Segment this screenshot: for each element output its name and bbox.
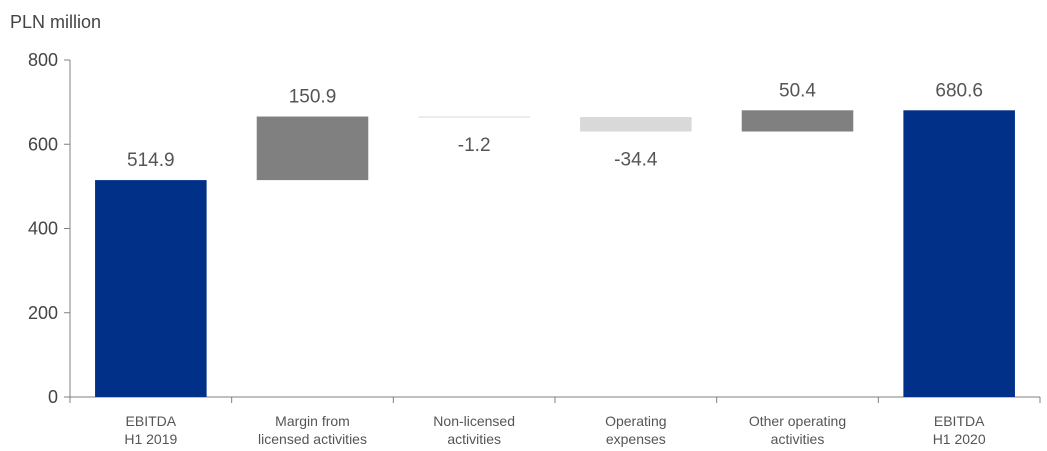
y-axis-unit-label: PLN million <box>10 12 102 32</box>
bar <box>903 110 1015 398</box>
x-tick-label: H1 2020 <box>933 431 986 447</box>
data-label: -1.2 <box>458 135 491 156</box>
x-tick-label: activities <box>447 431 501 447</box>
bar <box>256 116 369 181</box>
data-label: 50.4 <box>779 80 816 101</box>
data-label: 150.9 <box>289 87 337 108</box>
x-tick-label: EBITDA <box>126 413 177 429</box>
y-tick-label: 400 <box>28 219 58 239</box>
bar <box>95 180 207 397</box>
bar <box>580 117 692 132</box>
x-tick-label: EBITDA <box>934 413 985 429</box>
bar <box>418 116 530 118</box>
data-label: -34.4 <box>614 150 658 171</box>
data-label: 680.6 <box>935 80 983 101</box>
x-tick-label: Operating <box>605 413 666 429</box>
y-tick-label: 800 <box>28 50 58 70</box>
bar <box>741 110 854 132</box>
x-tick-label: activities <box>771 431 825 447</box>
data-label: 514.9 <box>127 150 175 171</box>
x-tick-label: Margin from <box>275 413 350 429</box>
x-tick-label: Non-licensed <box>433 413 515 429</box>
x-tick-label: expenses <box>606 431 666 447</box>
x-tick-label: Other operating <box>749 413 846 429</box>
y-tick-label: 600 <box>28 134 58 154</box>
y-tick-label: 0 <box>48 387 58 407</box>
y-tick-label: 200 <box>28 303 58 323</box>
x-tick-label: licensed activities <box>258 431 367 447</box>
x-tick-label: H1 2019 <box>124 431 177 447</box>
